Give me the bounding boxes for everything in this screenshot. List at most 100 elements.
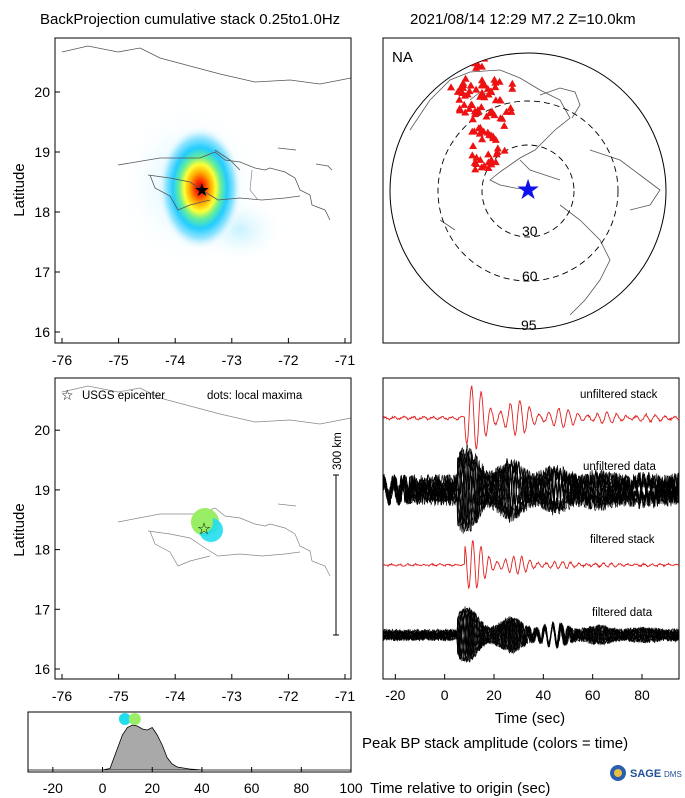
y-ticks-lower: 16 17 18 19 20	[34, 422, 60, 677]
station-triangle	[470, 110, 479, 118]
station-triangle	[495, 96, 504, 104]
backprojection-map: ★ -76 -75 -74 -73 -72 -71 16 17 18 19 20 Latitude	[11, 37, 355, 368]
station-triangle	[482, 112, 491, 120]
local-maxima-map: ☆ ☆ USGS epicenter dots: local maxima 30…	[11, 377, 355, 704]
epicenter-star-outline: ☆	[197, 519, 211, 538]
station-triangle	[468, 151, 477, 159]
label-filtered-data: filtered data	[592, 607, 653, 619]
station-triangle	[469, 142, 478, 150]
station-triangle	[455, 95, 464, 103]
y-tick-label: 18	[34, 204, 50, 220]
station-triangle	[493, 144, 502, 152]
station-markers	[447, 53, 517, 173]
y-tick-label: 20	[34, 422, 50, 438]
peak-area	[28, 724, 351, 771]
station-triangle	[502, 107, 511, 115]
y-tick-label: 20	[34, 84, 50, 100]
x-ticks: -76 -75 -74 -73 -72 -71	[52, 338, 355, 368]
station-triangle	[491, 158, 500, 166]
station-triangle	[455, 106, 464, 114]
local-maximum-green-top	[191, 511, 213, 533]
globe-boundary	[389, 52, 667, 330]
station-triangle	[487, 155, 496, 163]
legend-dots: dots: local maxima	[207, 390, 303, 402]
coastline	[61, 45, 351, 221]
station-triangle	[485, 109, 494, 117]
ring-30	[481, 144, 575, 238]
station-triangle	[500, 121, 509, 129]
station-triangle	[500, 146, 509, 154]
station-triangle	[491, 135, 500, 143]
event-info: 2021/08/14 12:29 M7.2 Z=10.0km	[410, 11, 636, 28]
x-tick-label: -72	[278, 688, 298, 704]
station-triangle	[495, 77, 504, 85]
time-tick-label: 60	[585, 687, 601, 703]
waveform-line	[382, 449, 680, 532]
peak-time-marker	[118, 713, 131, 725]
peak-tick-label: 0	[99, 780, 107, 796]
peak-time-markers	[118, 713, 141, 725]
map-frame-lower	[54, 377, 352, 680]
station-triangle	[490, 111, 499, 119]
ring-label-30: 30	[522, 223, 538, 239]
peak-tick-label: 20	[144, 780, 160, 796]
station-triangle	[478, 76, 487, 84]
y-tick-label: 19	[34, 482, 50, 498]
peak-tick-label: -20	[43, 780, 63, 796]
station-triangle	[484, 150, 493, 158]
y-ticks: 16 17 18 19 20	[34, 84, 60, 340]
scale-label: 300 km	[332, 432, 344, 470]
peak-x-ticks: -20 0 20 40 60 80 100	[43, 767, 363, 796]
map-frame	[54, 37, 352, 344]
peak-x-label: Time relative to origin (sec)	[370, 780, 550, 797]
time-tick-label: 80	[634, 687, 650, 703]
station-triangle	[480, 161, 489, 169]
station-triangle	[508, 84, 517, 92]
region-label: NA	[392, 49, 413, 66]
waveform-frame	[382, 377, 680, 680]
station-triangle	[487, 131, 496, 139]
station-triangle	[479, 81, 488, 89]
y-tick-label: 17	[34, 601, 50, 617]
station-triangle	[472, 159, 481, 167]
legend-epicenter: USGS epicenter	[82, 390, 165, 402]
station-triangle	[496, 114, 505, 122]
station-triangle	[473, 106, 482, 114]
station-triangle	[463, 90, 472, 98]
station-triangle	[447, 83, 456, 91]
time-tick-label: 0	[441, 687, 449, 703]
station-triangle	[460, 100, 469, 108]
peak-caption: Peak BP stack amplitude (colors = time)	[362, 735, 628, 752]
station-triangle	[467, 100, 476, 108]
globe-frame	[382, 37, 680, 344]
label-filtered-stack: filtered stack	[590, 534, 655, 546]
waveform-line	[382, 384, 680, 450]
peak-time-marker	[128, 713, 141, 725]
station-triangle	[478, 88, 487, 96]
time-ticks: -20 0 20 40 60 80	[385, 674, 650, 703]
peak-tick-label: 100	[339, 780, 363, 796]
logo-text-2: DMS	[664, 770, 682, 779]
peak-tick-label: 80	[294, 780, 310, 796]
x-tick-label: -75	[108, 352, 128, 368]
station-globe: NA 30 60 95 ★	[382, 37, 680, 344]
station-triangle	[456, 84, 465, 92]
station-triangle	[477, 103, 486, 111]
station-triangle	[476, 155, 485, 163]
epicenter-star: ★	[194, 180, 210, 201]
y-tick-label: 18	[34, 542, 50, 558]
waveform-panel: unfiltered stack unfiltered data filtere…	[382, 377, 680, 727]
station-triangle	[472, 85, 481, 93]
y-tick-label: 19	[34, 144, 50, 160]
y-tick-label: 17	[34, 264, 50, 280]
time-tick-label: 20	[486, 687, 502, 703]
time-tick-label: -20	[385, 687, 405, 703]
station-triangle	[468, 115, 477, 123]
chart-title: BackProjection cumulative stack 0.25to1.…	[40, 11, 340, 28]
station-triangle	[461, 108, 470, 116]
time-tick-label: 40	[536, 687, 552, 703]
x-tick-label: -73	[222, 352, 242, 368]
x-ticks-lower: -76 -75 -74 -73 -72 -71	[52, 674, 355, 704]
x-tick-label: -71	[335, 688, 355, 704]
